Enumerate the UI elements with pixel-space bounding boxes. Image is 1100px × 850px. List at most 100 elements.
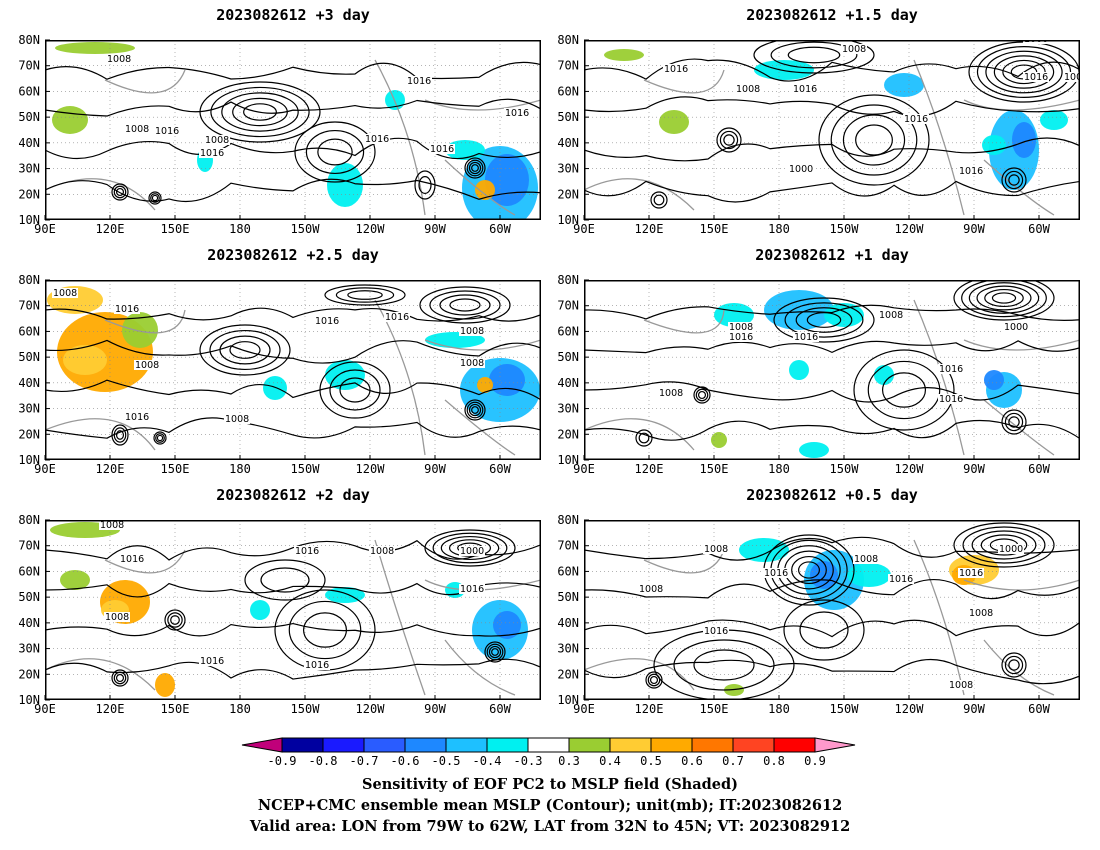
contour-label-bg <box>663 64 689 74</box>
coastline <box>643 69 725 94</box>
mslp-contour-closed <box>985 50 1063 94</box>
mslp-contour-closed <box>961 280 1047 318</box>
mslp-contour-closed <box>466 401 484 419</box>
lat-tick-label: 20N <box>557 427 579 441</box>
contour-label: 1016 <box>764 568 788 579</box>
map-frame <box>45 280 541 460</box>
coastline <box>963 579 1080 591</box>
sensitivity-shading <box>63 345 107 375</box>
map-frame <box>584 40 1080 220</box>
mslp-contour-closed <box>155 433 165 443</box>
lon-tick-label: 150W <box>830 702 860 716</box>
lat-tick-label: 70N <box>557 299 579 313</box>
contour-label-bg <box>792 84 818 94</box>
map-panel-plus-2-day: 1008 1016 1016 1008 1000 1016 1008 1016 1016 <box>45 520 541 700</box>
mslp-contour-closed <box>783 599 865 661</box>
colorbar-tick-label: 0.7 <box>722 754 744 768</box>
sensitivity-shading <box>984 370 1004 390</box>
colorbar-swatch <box>322 737 365 753</box>
lon-tick-label: 60W <box>1028 702 1050 716</box>
mslp-contour-closed <box>209 329 281 371</box>
contour-label-bg <box>793 332 819 342</box>
lat-tick-label: 10N <box>557 693 579 707</box>
contour-label-bg <box>124 124 150 134</box>
mslp-contour-closed <box>260 567 310 593</box>
lon-tick-label: 120E <box>96 462 125 476</box>
mslp-contour <box>584 180 1080 203</box>
sensitivity-shading <box>122 312 158 348</box>
mslp-contour <box>45 539 541 561</box>
lat-tick-label: 20N <box>18 187 40 201</box>
colorbar-swatch <box>691 737 734 753</box>
mslp-contour-closed <box>429 290 501 320</box>
lon-tick-label: 150E <box>161 462 190 476</box>
colorbar-swatch <box>486 737 529 753</box>
lat-tick-label: 50N <box>557 350 579 364</box>
lon-tick-label: 120E <box>96 702 125 716</box>
mslp-contour <box>45 178 541 202</box>
mslp-contour-closed <box>151 194 159 202</box>
lon-tick-label: 90E <box>573 222 595 236</box>
mslp-contour-closed <box>488 645 502 659</box>
mslp-contour-closed <box>418 176 432 195</box>
mslp-contour-closed <box>170 615 180 625</box>
mslp-contour-closed <box>855 124 893 156</box>
mslp-contour-closed <box>673 639 775 691</box>
sensitivity-shading <box>739 538 789 562</box>
contour-label: 1016 <box>664 64 688 75</box>
mslp-contour-closed <box>317 138 353 166</box>
mslp-contour-closed <box>148 191 162 205</box>
colorbar-tick-label: 0.5 <box>640 754 662 768</box>
lat-tick-label: 60N <box>557 564 579 578</box>
mslp-contour <box>45 61 541 80</box>
contour-label-bg <box>204 135 230 145</box>
mslp-contour-closed <box>491 648 499 656</box>
coastline <box>963 99 1080 111</box>
coastline <box>424 99 541 111</box>
contour-label: 1016 <box>385 312 409 323</box>
contour-label-bg <box>958 166 984 176</box>
sensitivity-shading <box>327 163 363 207</box>
lon-tick-label: 90W <box>963 222 985 236</box>
mslp-contour-closed <box>115 430 125 440</box>
contour-label: 1016 <box>125 412 149 423</box>
lon-tick-label: 120E <box>96 222 125 236</box>
map-frame <box>584 520 1080 700</box>
sensitivity-shading <box>711 432 727 448</box>
lon-tick-label: 90E <box>573 702 595 716</box>
lat-tick-label: 30N <box>557 402 579 416</box>
contour-label: 1016 <box>155 126 179 137</box>
mslp-contour-closed <box>1004 655 1024 675</box>
lat-tick-label: 50N <box>18 110 40 124</box>
mslp-contour-closed <box>649 675 659 685</box>
lon-tick-label: 90W <box>963 462 985 476</box>
mslp-contour <box>584 419 1080 441</box>
lon-tick-label: 180 <box>768 222 790 236</box>
contour-label-bg <box>968 608 994 618</box>
contour-label: 1016 <box>460 584 484 595</box>
lat-tick-label: 30N <box>18 402 40 416</box>
contour-label: 1008 <box>225 414 249 425</box>
coastline <box>104 549 186 574</box>
mslp-contour-closed <box>210 86 310 138</box>
lat-tick-label: 20N <box>557 667 579 681</box>
mslp-contour-closed <box>113 671 127 685</box>
contour-label-bg <box>124 412 150 422</box>
contour-label: 1008 <box>460 326 484 337</box>
sensitivity-shading <box>60 570 90 590</box>
contour-label: 1016 <box>1024 72 1048 83</box>
mslp-contour-closed <box>449 298 481 312</box>
mslp-contour-closed <box>695 388 709 402</box>
contour-label-bg <box>948 680 974 690</box>
mslp-contour-closed <box>468 161 482 175</box>
sensitivity-shading <box>799 442 829 458</box>
mslp-contour-closed <box>221 92 299 132</box>
contour-label-bg <box>703 626 729 636</box>
mslp-contour-closed <box>468 403 482 417</box>
contour-label: 1016 <box>315 316 339 327</box>
colorbar-swatch <box>650 737 693 753</box>
mslp-contour-closed <box>464 399 486 421</box>
contour-label: 1000 <box>789 164 813 175</box>
mslp-contour-closed <box>471 406 479 414</box>
mslp-contour <box>45 379 541 401</box>
